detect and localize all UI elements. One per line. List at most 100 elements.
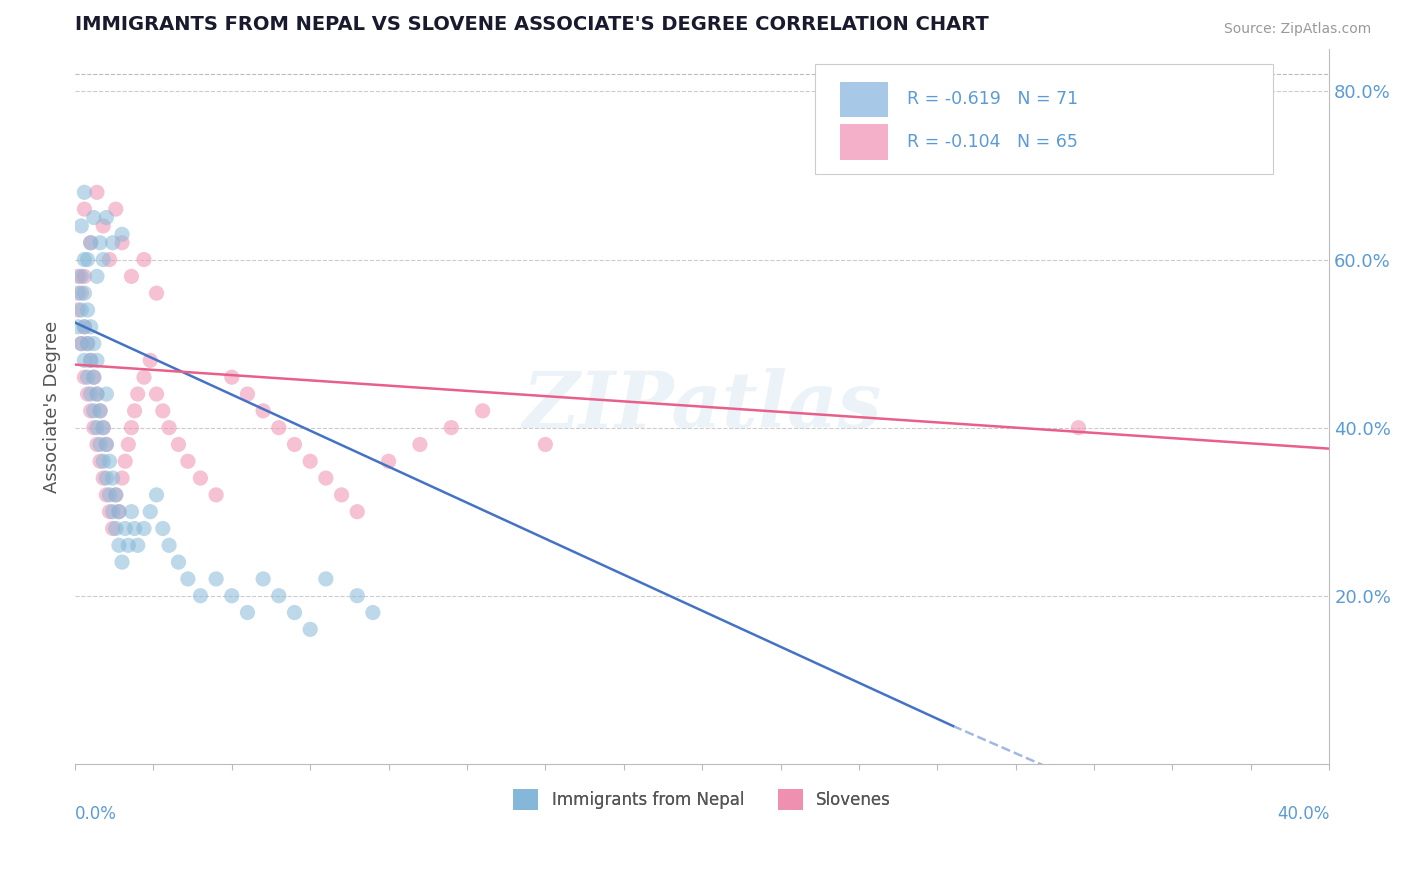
Point <box>361 606 384 620</box>
Point <box>83 370 105 384</box>
Point <box>67 269 90 284</box>
Point <box>101 521 124 535</box>
Point <box>80 319 103 334</box>
Point <box>127 538 149 552</box>
Point <box>80 235 103 250</box>
Point <box>89 404 111 418</box>
Point <box>96 437 118 451</box>
Point <box>96 437 118 451</box>
Point <box>330 488 353 502</box>
Point <box>86 186 108 200</box>
Point <box>205 488 228 502</box>
Point <box>83 370 105 384</box>
Point <box>283 606 305 620</box>
Point <box>73 252 96 267</box>
Point <box>299 623 322 637</box>
Point <box>152 521 174 535</box>
Point <box>190 471 212 485</box>
Point <box>86 437 108 451</box>
Point <box>76 303 98 318</box>
Point <box>139 505 162 519</box>
Point <box>190 589 212 603</box>
Point <box>267 589 290 603</box>
Point <box>86 387 108 401</box>
Point <box>101 505 124 519</box>
Point <box>70 269 93 284</box>
Point <box>167 437 190 451</box>
Point <box>98 252 121 267</box>
Point <box>98 505 121 519</box>
Point <box>80 353 103 368</box>
Point <box>145 488 167 502</box>
Y-axis label: Associate's Degree: Associate's Degree <box>44 320 60 492</box>
Point <box>89 235 111 250</box>
Point <box>120 505 142 519</box>
Point <box>80 404 103 418</box>
Point <box>89 437 111 451</box>
Point <box>1067 420 1090 434</box>
Point <box>108 505 131 519</box>
Point <box>139 353 162 368</box>
Point <box>76 387 98 401</box>
Text: 0.0%: 0.0% <box>75 805 117 823</box>
Point <box>346 505 368 519</box>
Point <box>83 336 105 351</box>
Point <box>117 437 139 451</box>
Point <box>86 353 108 368</box>
Point <box>120 269 142 284</box>
Point <box>111 471 134 485</box>
Point <box>205 572 228 586</box>
Point <box>236 606 259 620</box>
Point <box>91 420 114 434</box>
Point <box>76 252 98 267</box>
Point <box>111 555 134 569</box>
Point <box>89 454 111 468</box>
Point <box>96 471 118 485</box>
Point <box>177 572 200 586</box>
Point <box>377 454 399 468</box>
Point <box>83 420 105 434</box>
Point <box>73 319 96 334</box>
Point <box>104 521 127 535</box>
Point <box>98 488 121 502</box>
Point <box>76 336 98 351</box>
Point <box>80 387 103 401</box>
Point <box>252 572 274 586</box>
Point <box>132 370 155 384</box>
Point <box>91 471 114 485</box>
Point <box>70 286 93 301</box>
Point <box>236 387 259 401</box>
Legend: Immigrants from Nepal, Slovenes: Immigrants from Nepal, Slovenes <box>506 782 897 816</box>
Point <box>299 454 322 468</box>
Point <box>67 303 90 318</box>
Point <box>157 420 180 434</box>
Point <box>73 286 96 301</box>
Point <box>70 336 93 351</box>
Point <box>108 505 131 519</box>
Point <box>101 235 124 250</box>
Point <box>91 219 114 233</box>
Point <box>67 286 90 301</box>
Point <box>89 404 111 418</box>
Point <box>315 471 337 485</box>
Point <box>108 538 131 552</box>
FancyBboxPatch shape <box>815 63 1272 175</box>
Point <box>167 555 190 569</box>
Point <box>83 211 105 225</box>
FancyBboxPatch shape <box>841 81 887 118</box>
Point <box>252 404 274 418</box>
Point <box>104 488 127 502</box>
Text: R = -0.104   N = 65: R = -0.104 N = 65 <box>907 133 1077 152</box>
Text: Source: ZipAtlas.com: Source: ZipAtlas.com <box>1223 22 1371 37</box>
Point <box>283 437 305 451</box>
Point <box>73 186 96 200</box>
Point <box>157 538 180 552</box>
Point <box>267 420 290 434</box>
Point <box>96 387 118 401</box>
Point <box>67 319 90 334</box>
Text: R = -0.619   N = 71: R = -0.619 N = 71 <box>907 90 1078 109</box>
Point <box>534 437 557 451</box>
Point <box>177 454 200 468</box>
Point <box>98 454 121 468</box>
Point <box>471 404 494 418</box>
